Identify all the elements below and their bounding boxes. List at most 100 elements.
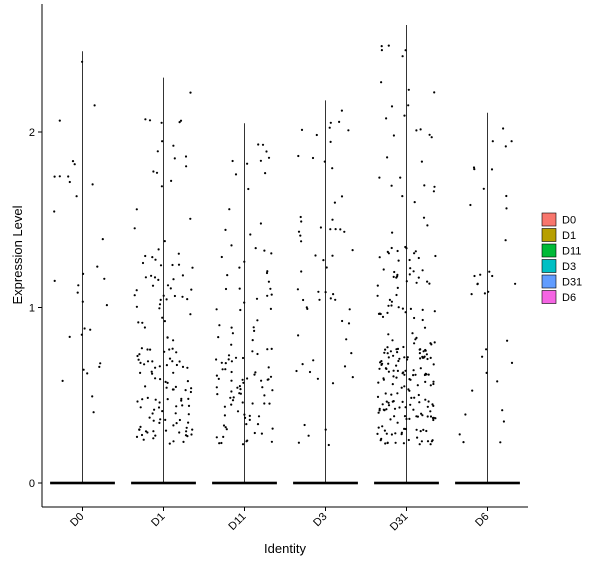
data-point-D11 bbox=[230, 403, 233, 406]
data-point-D6 bbox=[472, 166, 476, 169]
data-point-D1 bbox=[158, 307, 161, 310]
legend-swatch-D0 bbox=[541, 212, 557, 227]
data-point-D0 bbox=[75, 195, 78, 198]
data-point-D31 bbox=[425, 429, 428, 433]
data-point-D31 bbox=[416, 436, 419, 439]
data-point-D11 bbox=[218, 442, 221, 445]
data-point-D31 bbox=[380, 45, 383, 48]
data-point-D31 bbox=[403, 114, 406, 117]
data-point-D6 bbox=[502, 127, 505, 130]
data-point-D1 bbox=[189, 313, 192, 316]
x-tick-label-D31: D31 bbox=[388, 511, 411, 534]
data-point-D31 bbox=[415, 281, 418, 284]
data-point-D31 bbox=[395, 364, 398, 367]
data-point-D1 bbox=[157, 278, 160, 281]
data-point-D31 bbox=[426, 405, 429, 408]
data-point-D31 bbox=[416, 384, 419, 387]
data-point-D11 bbox=[257, 143, 260, 146]
data-point-D31 bbox=[409, 267, 412, 270]
data-point-D1 bbox=[186, 298, 189, 301]
data-point-D1 bbox=[187, 404, 191, 407]
data-point-D1 bbox=[184, 155, 188, 158]
data-point-D31 bbox=[425, 353, 428, 356]
data-point-D31 bbox=[383, 429, 386, 432]
data-point-D3 bbox=[300, 270, 303, 273]
data-point-D1 bbox=[174, 385, 177, 388]
data-point-D3 bbox=[343, 365, 347, 368]
data-point-D1 bbox=[168, 357, 172, 360]
data-point-D31 bbox=[395, 348, 398, 351]
data-point-D1 bbox=[144, 385, 147, 388]
data-point-D31 bbox=[376, 284, 379, 287]
data-point-D31 bbox=[403, 356, 406, 359]
data-point-D1 bbox=[173, 157, 176, 160]
x-tick-label-D1: D1 bbox=[149, 511, 167, 529]
data-point-D0 bbox=[91, 183, 94, 186]
data-point-D11 bbox=[230, 370, 233, 374]
data-point-D6 bbox=[501, 409, 504, 412]
data-point-D11 bbox=[270, 440, 273, 443]
y-tick-label: 2 bbox=[29, 127, 35, 139]
y-tick-label: 0 bbox=[29, 478, 35, 490]
data-point-D31 bbox=[401, 372, 404, 375]
data-point-D31 bbox=[392, 375, 395, 378]
data-point-D11 bbox=[215, 308, 218, 311]
data-point-D3 bbox=[339, 228, 342, 231]
data-point-D0 bbox=[58, 119, 61, 122]
data-point-D31 bbox=[429, 384, 432, 387]
data-point-D31 bbox=[385, 408, 388, 411]
data-point-D1 bbox=[153, 408, 156, 411]
data-point-D1 bbox=[178, 431, 181, 434]
data-point-D31 bbox=[392, 369, 395, 372]
data-point-D1 bbox=[139, 406, 142, 409]
data-point-D3 bbox=[299, 234, 302, 237]
data-point-D31 bbox=[412, 374, 415, 377]
data-point-D1 bbox=[181, 404, 184, 407]
data-point-D11 bbox=[224, 228, 227, 231]
data-point-D31 bbox=[417, 276, 420, 279]
data-point-D3 bbox=[331, 254, 334, 257]
data-point-D1 bbox=[144, 276, 147, 279]
data-point-D1 bbox=[175, 405, 178, 408]
data-point-D31 bbox=[432, 418, 435, 422]
data-point-D1 bbox=[148, 119, 152, 122]
data-point-D6 bbox=[510, 361, 514, 364]
data-point-D31 bbox=[376, 294, 379, 297]
data-point-D1 bbox=[191, 428, 194, 431]
data-point-D1 bbox=[164, 429, 168, 432]
data-point-D31 bbox=[377, 381, 380, 384]
data-point-D31 bbox=[396, 392, 399, 395]
data-point-D31 bbox=[412, 369, 415, 372]
data-point-D3 bbox=[301, 363, 304, 366]
data-point-D31 bbox=[387, 362, 390, 365]
data-point-D1 bbox=[171, 360, 174, 363]
data-point-D11 bbox=[255, 297, 259, 300]
data-point-D1 bbox=[165, 386, 168, 389]
data-point-D1 bbox=[178, 360, 181, 363]
data-point-D1 bbox=[138, 428, 141, 431]
data-point-D11 bbox=[234, 356, 238, 359]
data-point-D1 bbox=[150, 274, 153, 277]
data-point-D1 bbox=[184, 389, 187, 392]
data-point-D11 bbox=[223, 405, 226, 408]
data-point-D31 bbox=[429, 410, 432, 413]
data-point-D31 bbox=[401, 400, 404, 403]
data-point-D11 bbox=[259, 159, 262, 162]
data-point-D31 bbox=[396, 351, 399, 354]
data-point-D1 bbox=[169, 287, 172, 290]
data-point-D31 bbox=[382, 378, 385, 381]
data-point-D11 bbox=[252, 326, 255, 329]
data-point-D11 bbox=[266, 270, 269, 273]
data-point-D11 bbox=[215, 374, 218, 377]
data-point-D3 bbox=[303, 423, 306, 427]
data-point-D11 bbox=[236, 410, 240, 413]
legend-swatch-D6 bbox=[541, 290, 557, 304]
data-point-D1 bbox=[172, 371, 175, 374]
data-point-D31 bbox=[422, 350, 425, 353]
data-point-D1 bbox=[150, 370, 153, 373]
data-point-D31 bbox=[397, 359, 400, 363]
data-point-D31 bbox=[394, 432, 397, 435]
data-point-D1 bbox=[152, 419, 155, 422]
data-point-D0 bbox=[73, 163, 76, 166]
data-point-D31 bbox=[383, 351, 386, 354]
